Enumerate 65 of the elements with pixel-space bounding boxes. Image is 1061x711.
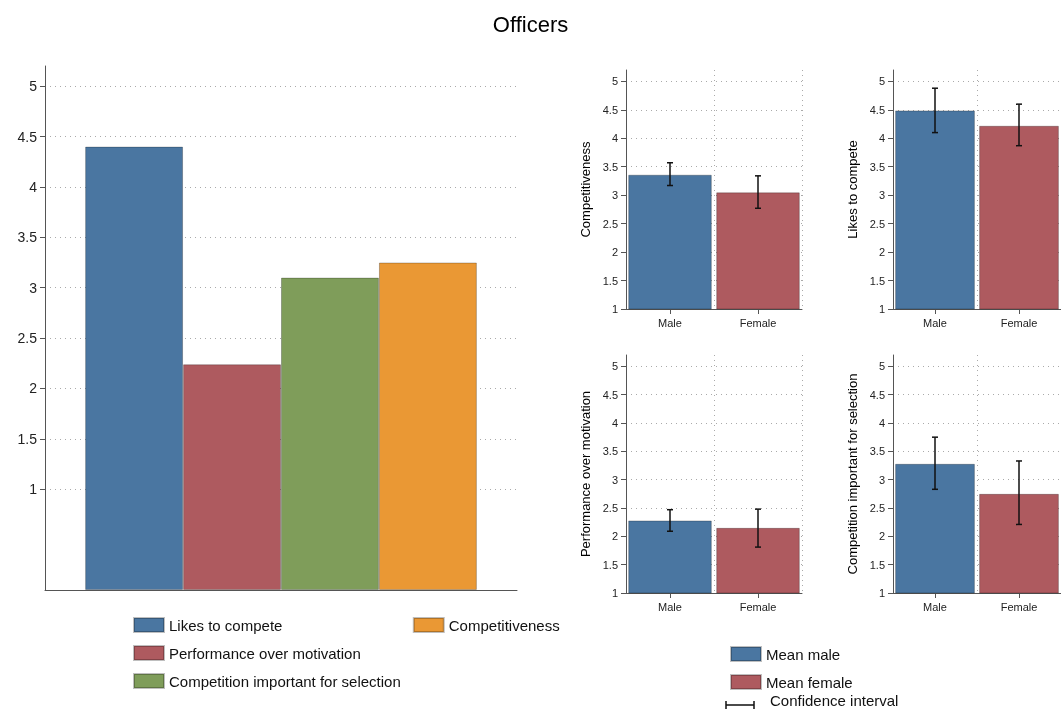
x-tick-label: Female	[1000, 600, 1038, 613]
y-tick-label: 4.5	[602, 103, 618, 116]
x-tick-label: Female	[739, 600, 777, 613]
y-tick-label: 2.5	[869, 217, 885, 230]
y-tick-label: 3	[878, 189, 885, 202]
chart-title: Officers	[492, 11, 569, 37]
x-tick-label: Male	[923, 316, 947, 329]
y-tick-label: 3	[611, 189, 618, 202]
x-tick-label: Male	[658, 600, 682, 613]
y-tick-label: 1	[611, 587, 618, 599]
y-tick-label: 2.5	[602, 217, 618, 230]
legend-label: Mean female	[766, 673, 853, 691]
y-tick-label: 2.5	[602, 502, 618, 514]
y-tick-label: 4	[878, 132, 885, 145]
y-axis-title: Competition important for selection	[844, 373, 860, 575]
y-tick-label: 4.5	[869, 103, 885, 116]
y-tick-label: 1.5	[869, 274, 885, 287]
legend-label: Mean male	[766, 645, 841, 663]
y-tick-label: 4.5	[602, 388, 618, 401]
y-tick-label: 2	[611, 246, 618, 259]
x-tick-label: Male	[658, 316, 682, 329]
y-tick-label: 5	[611, 360, 618, 373]
y-tick-label: 2	[878, 246, 885, 259]
y-tick-label: 5	[878, 360, 885, 373]
y-tick-label: 3.5	[869, 445, 885, 458]
y-tick-label: 3	[878, 473, 885, 486]
y-tick-label: 1	[29, 481, 38, 498]
legend-label: Competitiveness	[448, 616, 560, 634]
legend-label: Competition important for selection	[169, 672, 401, 690]
y-tick-label: 3	[29, 279, 38, 296]
y-tick-label: 2	[611, 530, 618, 543]
y-tick-label: 3.5	[17, 229, 38, 246]
y-tick-label: 2	[878, 530, 885, 543]
y-axis-title: Competitiveness	[577, 140, 593, 238]
y-tick-label: 1	[878, 587, 885, 599]
x-tick-label: Female	[739, 316, 777, 329]
legend-label: Performance over motivation	[169, 644, 361, 662]
y-tick-label: 4	[878, 417, 885, 429]
y-tick-label: 4	[611, 417, 618, 429]
y-axis-title: Performance over motivation	[578, 390, 593, 558]
y-tick-label: 3.5	[602, 445, 618, 458]
y-tick-label: 3.5	[602, 160, 618, 173]
y-tick-label: 2.5	[17, 330, 38, 347]
y-tick-label: 3.5	[869, 160, 885, 173]
y-tick-label: 2	[29, 380, 38, 397]
y-tick-label: 4.5	[869, 388, 885, 401]
y-tick-label: 2.5	[869, 502, 885, 514]
y-tick-label: 4	[611, 132, 618, 145]
y-tick-label: 1.5	[869, 558, 885, 571]
x-tick-label: Female	[1000, 316, 1038, 329]
y-tick-label: 5	[878, 75, 885, 88]
y-tick-label: 1.5	[602, 558, 618, 571]
y-tick-label: 4.5	[17, 128, 38, 145]
y-axis-title: Likes to compete	[844, 140, 860, 239]
y-tick-label: 1	[611, 303, 618, 315]
text: Confidence interval	[770, 692, 899, 709]
y-tick-label: 1.5	[602, 274, 618, 287]
y-tick-label: 4	[29, 178, 38, 195]
y-tick-label: 1.5	[17, 430, 38, 447]
y-tick-label: 1	[878, 303, 885, 315]
y-tick-label: 3	[611, 473, 618, 486]
y-tick-label: 5	[29, 78, 38, 95]
y-tick-label: 5	[611, 75, 618, 88]
x-tick-label: Male	[923, 600, 947, 613]
legend-label: Likes to compete	[169, 616, 283, 634]
